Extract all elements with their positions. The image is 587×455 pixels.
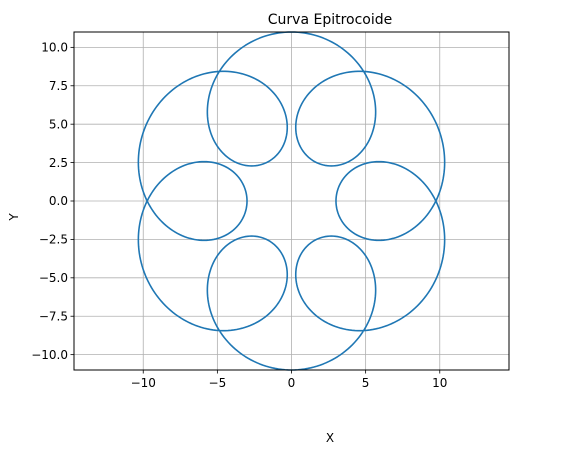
x-tick-label: 10 [432,376,447,390]
y-tick-label: −10.0 [31,348,68,362]
plot-area [137,31,446,371]
y-tick-label: −5.0 [39,271,68,285]
grid-lines [74,32,509,370]
x-tick-label: −10 [131,376,156,390]
y-tick-label: −7.5 [39,309,68,323]
x-tick-label: 5 [362,376,370,390]
chart-title: Curva Epitrocoide [268,12,393,28]
x-tick-label: 0 [288,376,296,390]
y-tick-label: 2.5 [49,156,68,170]
y-tick-label: 10.0 [41,41,68,55]
series-line-0 [137,31,446,371]
x-axis-label: X [326,431,334,445]
y-tick-label: 5.0 [49,117,68,131]
y-tick-label: 7.5 [49,79,68,93]
y-tick-label: −2.5 [39,233,68,247]
axis-ticks: −10 −5 0 5 10 −10.0 −7.5 −5.0 −2.5 0.0 2.5 5.0 7.5 10… [31,41,447,390]
x-tick-label: −5 [209,376,227,390]
y-axis-label: Y [7,213,21,222]
y-tick-label: 0.0 [49,194,68,208]
